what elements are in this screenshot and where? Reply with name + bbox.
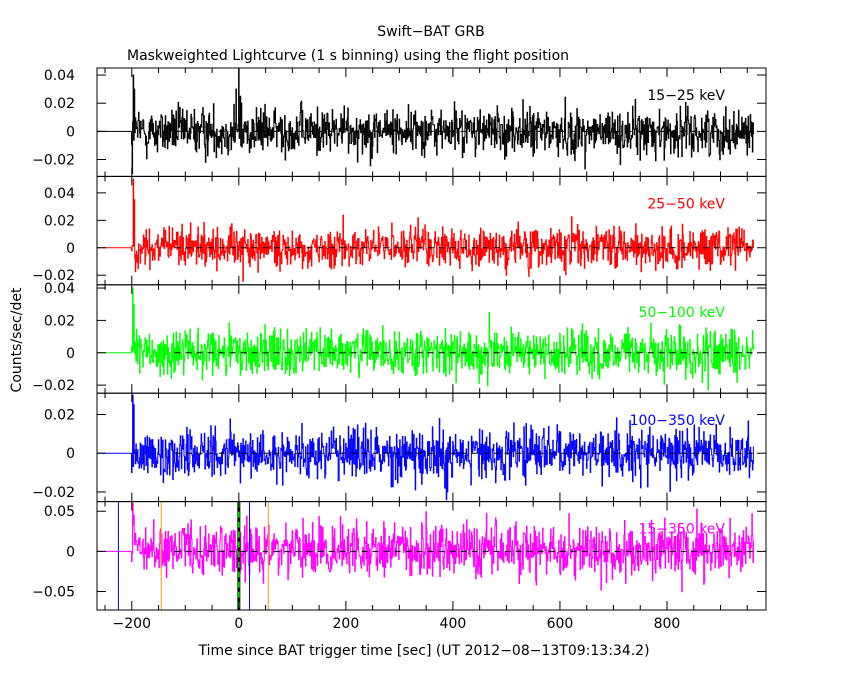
- y-tick-label: 0: [66, 446, 75, 462]
- x-tick-label: −200: [113, 616, 151, 632]
- panel-frame: [96, 501, 767, 611]
- y-tick-label: 0.02: [44, 213, 75, 229]
- x-tick-label: 400: [440, 616, 467, 632]
- panel-2: −0.02 0 0.02 0.04 25−50 keV: [32, 175, 767, 286]
- y-tick-label: −0.02: [32, 268, 75, 284]
- y-tick-label: 0.04: [44, 186, 75, 202]
- series-line-panel-5: [97, 502, 754, 593]
- band-label: 15−25 keV: [647, 88, 725, 104]
- x-tick-label: 200: [333, 616, 360, 632]
- panel-stack: −0.02 0 0.02 0.04 15−25 keV −0.02 0 0.02 0.04 25−…: [32, 67, 767, 632]
- series-line-panel-3: [97, 287, 754, 391]
- y-tick-label: 0: [66, 346, 75, 362]
- series-line-panel-4: [97, 394, 754, 501]
- y-tick-label: 0.02: [44, 407, 75, 423]
- x-axis-label: Time since BAT trigger time [sec] (UT 20…: [197, 643, 649, 659]
- y-tick-label: 0.04: [44, 68, 75, 84]
- x-tick-label: 0: [234, 616, 243, 632]
- y-tick-label: 0: [66, 124, 75, 140]
- y-tick-label: 0.02: [44, 96, 75, 112]
- y-tick-label: 0: [66, 241, 75, 257]
- y-tick-label: 0.05: [44, 504, 75, 520]
- y-tick-label: 0: [66, 544, 75, 560]
- band-label: 15−350 keV: [638, 522, 725, 538]
- y-tick-label: 0.02: [44, 313, 75, 329]
- y-axis-label: Counts/sec/det: [9, 287, 25, 392]
- x-tick-label: 800: [654, 616, 681, 632]
- panel-4: −0.02 0 0.02 100−350 keV: [32, 392, 767, 503]
- y-tick-label: −0.02: [32, 485, 75, 501]
- panel-frame: [96, 175, 767, 286]
- chart-title: Swift−BAT GRB: [377, 24, 484, 40]
- series-line-panel-1: [97, 68, 754, 175]
- y-tick-label: −0.05: [32, 585, 75, 601]
- panel-1: −0.02 0 0.02 0.04 15−25 keV: [32, 67, 767, 177]
- y-tick-label: −0.02: [32, 153, 75, 169]
- y-tick-label: −0.02: [32, 378, 75, 394]
- series-line-panel-2: [97, 178, 754, 282]
- band-label: 50−100 keV: [638, 305, 725, 321]
- y-tick-label: 0.04: [44, 281, 75, 297]
- panel-5: −0.05 0 0.05 15−350 keV −200 0 200 400 600 800: [32, 501, 767, 632]
- band-label: 25−50 keV: [647, 196, 725, 212]
- panel-3: −0.02 0 0.02 0.04 50−100 keV: [32, 281, 767, 394]
- band-label: 100−350 keV: [630, 413, 726, 429]
- x-tick-label: 600: [547, 616, 574, 632]
- chart-subtitle: Maskweighted Lightcurve (1 s binning) us…: [127, 48, 569, 64]
